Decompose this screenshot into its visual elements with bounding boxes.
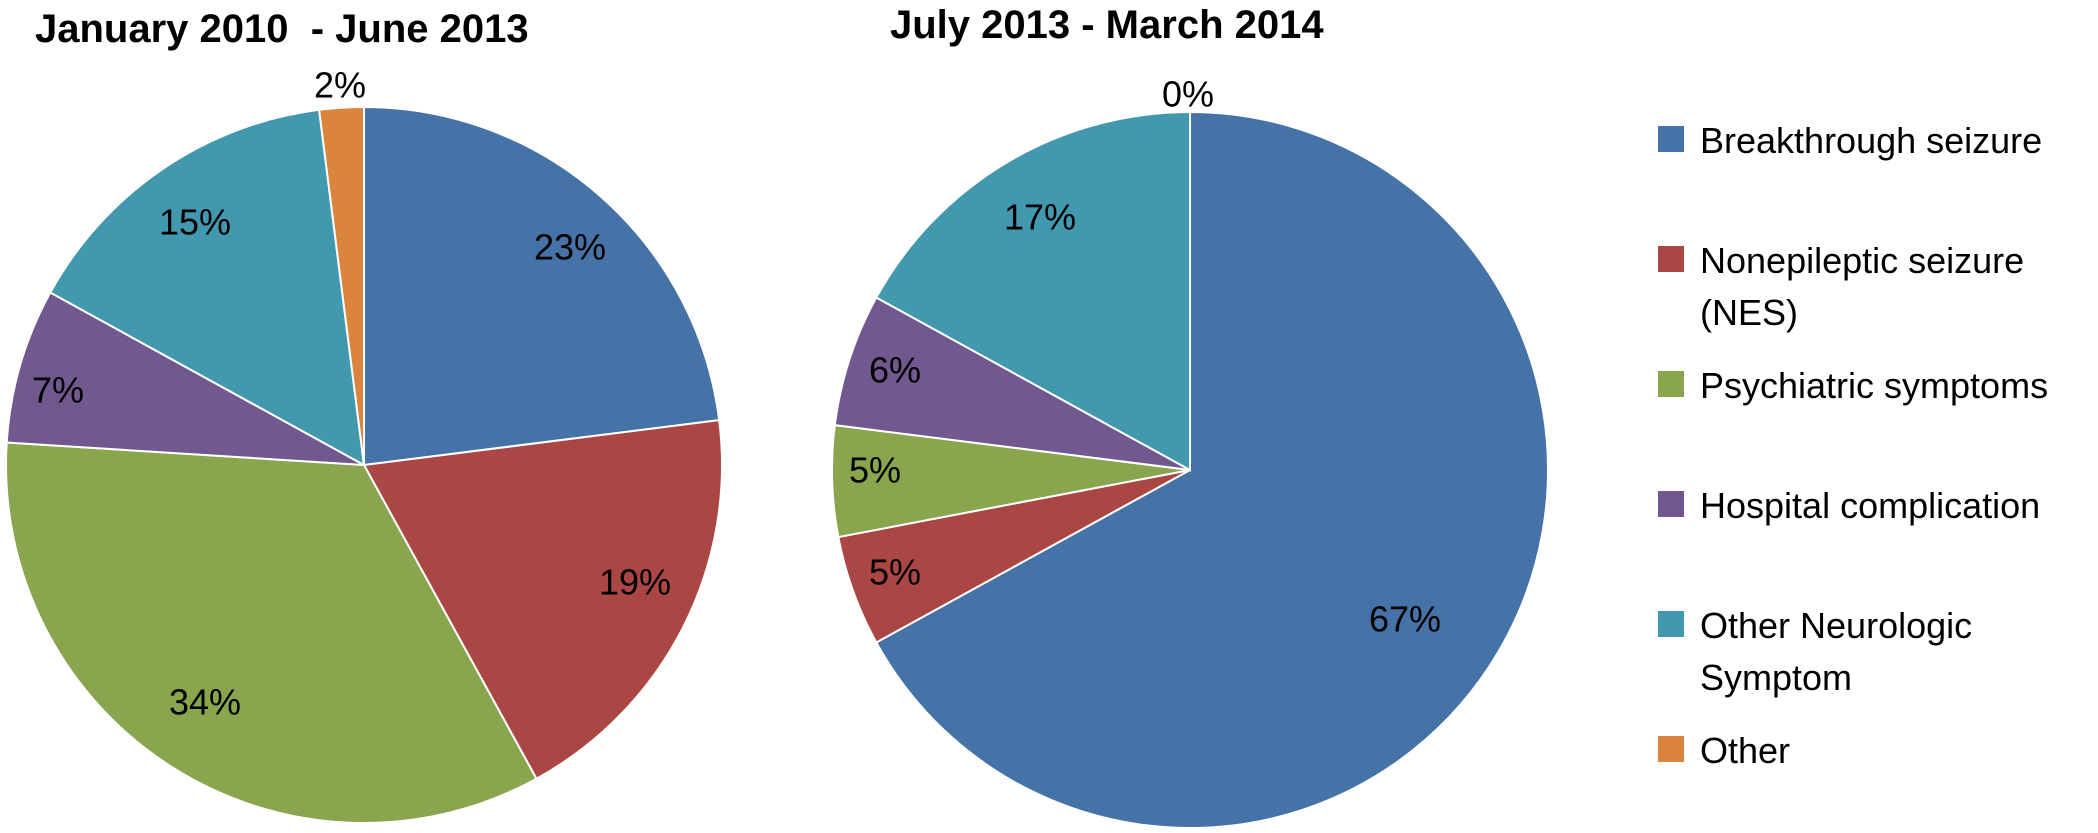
chart-title-left: January 2010 - June 2013 (35, 7, 529, 51)
legend-label-0: Breakthrough seizure (1700, 120, 2042, 161)
legend-label-2: Psychiatric symptoms (1700, 365, 2048, 406)
legend-swatch-4 (1658, 611, 1684, 637)
slice-label-left-0: 23% (534, 227, 606, 268)
slice-label-right-1: 5% (869, 552, 921, 593)
legend-label-1-line-0: Nonepileptic seizure (1700, 240, 2024, 281)
legend-label-3: Hospital complication (1700, 485, 2040, 526)
pie-chart-left: 23% 19% 34% 7% 15% 2% (5, 65, 724, 824)
slice-label-left-4: 15% (159, 202, 231, 243)
legend-swatch-0 (1658, 126, 1684, 152)
legend-swatch-1 (1658, 246, 1684, 272)
pie-slice-left-3 (5, 291, 365, 466)
legend-swatch-2 (1658, 371, 1684, 397)
legend-label-5: Other (1700, 730, 1790, 771)
pie-slice-left-4 (48, 108, 366, 467)
pie-slice-right-3 (833, 296, 1191, 471)
legend-swatch-3 (1658, 491, 1684, 517)
legend-swatch-5 (1658, 736, 1684, 762)
slice-label-right-3: 6% (869, 350, 921, 391)
pie-slice-right-0 (874, 110, 1549, 829)
legend-label-1-line-1: (NES) (1700, 292, 1798, 333)
pie-chart-right: 67% 5% 5% 6% 17% 0% (831, 74, 1549, 829)
slice-label-right-4: 17% (1004, 197, 1076, 238)
slice-label-left-3: 7% (32, 370, 84, 411)
slice-label-right-5: 0% (1162, 74, 1214, 115)
chart-title-right: July 2013 - March 2014 (890, 3, 1324, 47)
slice-label-left-5: 2% (314, 65, 366, 106)
slice-label-right-0: 67% (1369, 599, 1441, 640)
slice-label-right-2: 5% (849, 450, 901, 491)
pie-slice-left-1 (362, 419, 724, 781)
pie-slice-right-4 (874, 110, 1191, 472)
legend-label-4-line-1: Symptom (1700, 657, 1852, 698)
pie-slice-left-2 (5, 441, 538, 824)
slice-label-left-2: 34% (169, 682, 241, 723)
legend: Breakthrough seizure Nonepileptic seizure… (1658, 120, 2048, 771)
pie-slice-left-5 (318, 105, 365, 466)
slice-label-left-1: 19% (599, 562, 671, 603)
legend-label-4-line-0: Other Neurologic (1700, 605, 1972, 646)
pie-slice-left-0 (363, 105, 721, 467)
